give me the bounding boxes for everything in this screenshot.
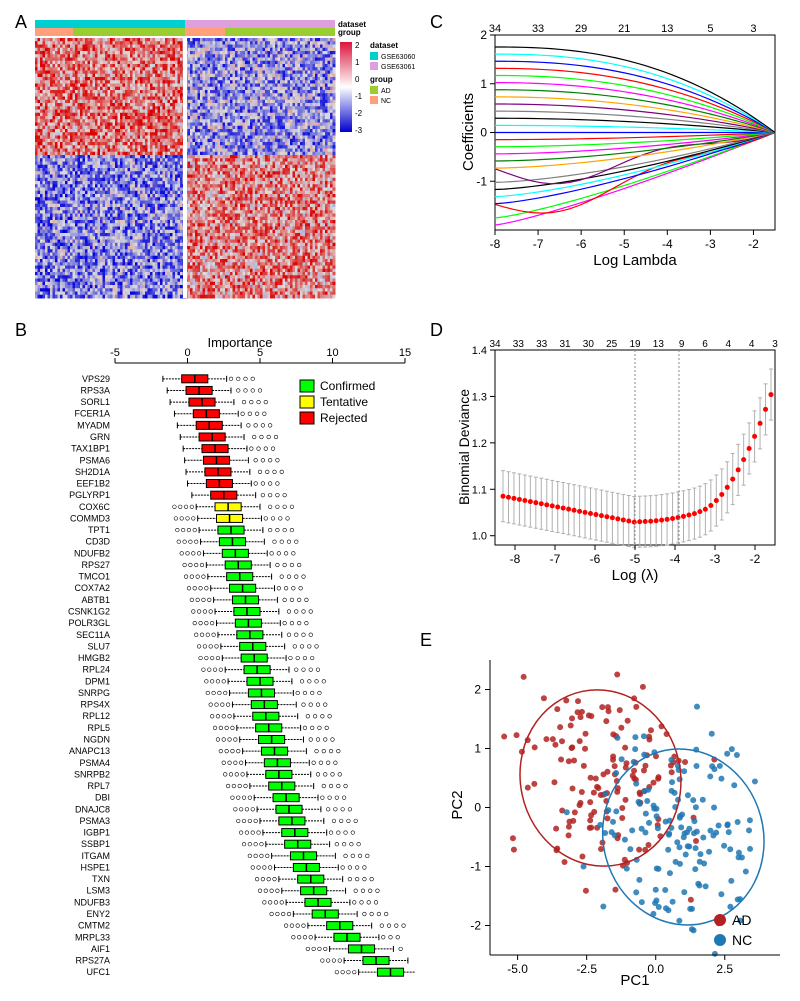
panel-a-label: A: [15, 12, 27, 33]
panel-b-boxplot: Importance -5051015 VPS29RPS3ASORL1FCER1…: [30, 335, 415, 995]
panel-d-label: D: [430, 320, 443, 341]
panel-e-pca: -2-1012 -5.0-2.50.02.5 PC2 PC1 AD NC: [440, 645, 790, 995]
panel-b-label: B: [15, 320, 27, 341]
panel-e-label: E: [420, 630, 432, 651]
panel-c-label: C: [430, 12, 443, 33]
panel-d-cv: 343333313025191396443 1.01.11.21.31.4 -8…: [445, 335, 790, 585]
panel-a-heatmap: dataset group 2 1 0 -1 -2 -3 dataset GSE…: [35, 20, 420, 310]
svg-text:group: group: [338, 28, 361, 37]
panel-c-lasso: 343329211353 -1012 -8-7-6-5-4-3-2 Coeffi…: [445, 20, 790, 270]
